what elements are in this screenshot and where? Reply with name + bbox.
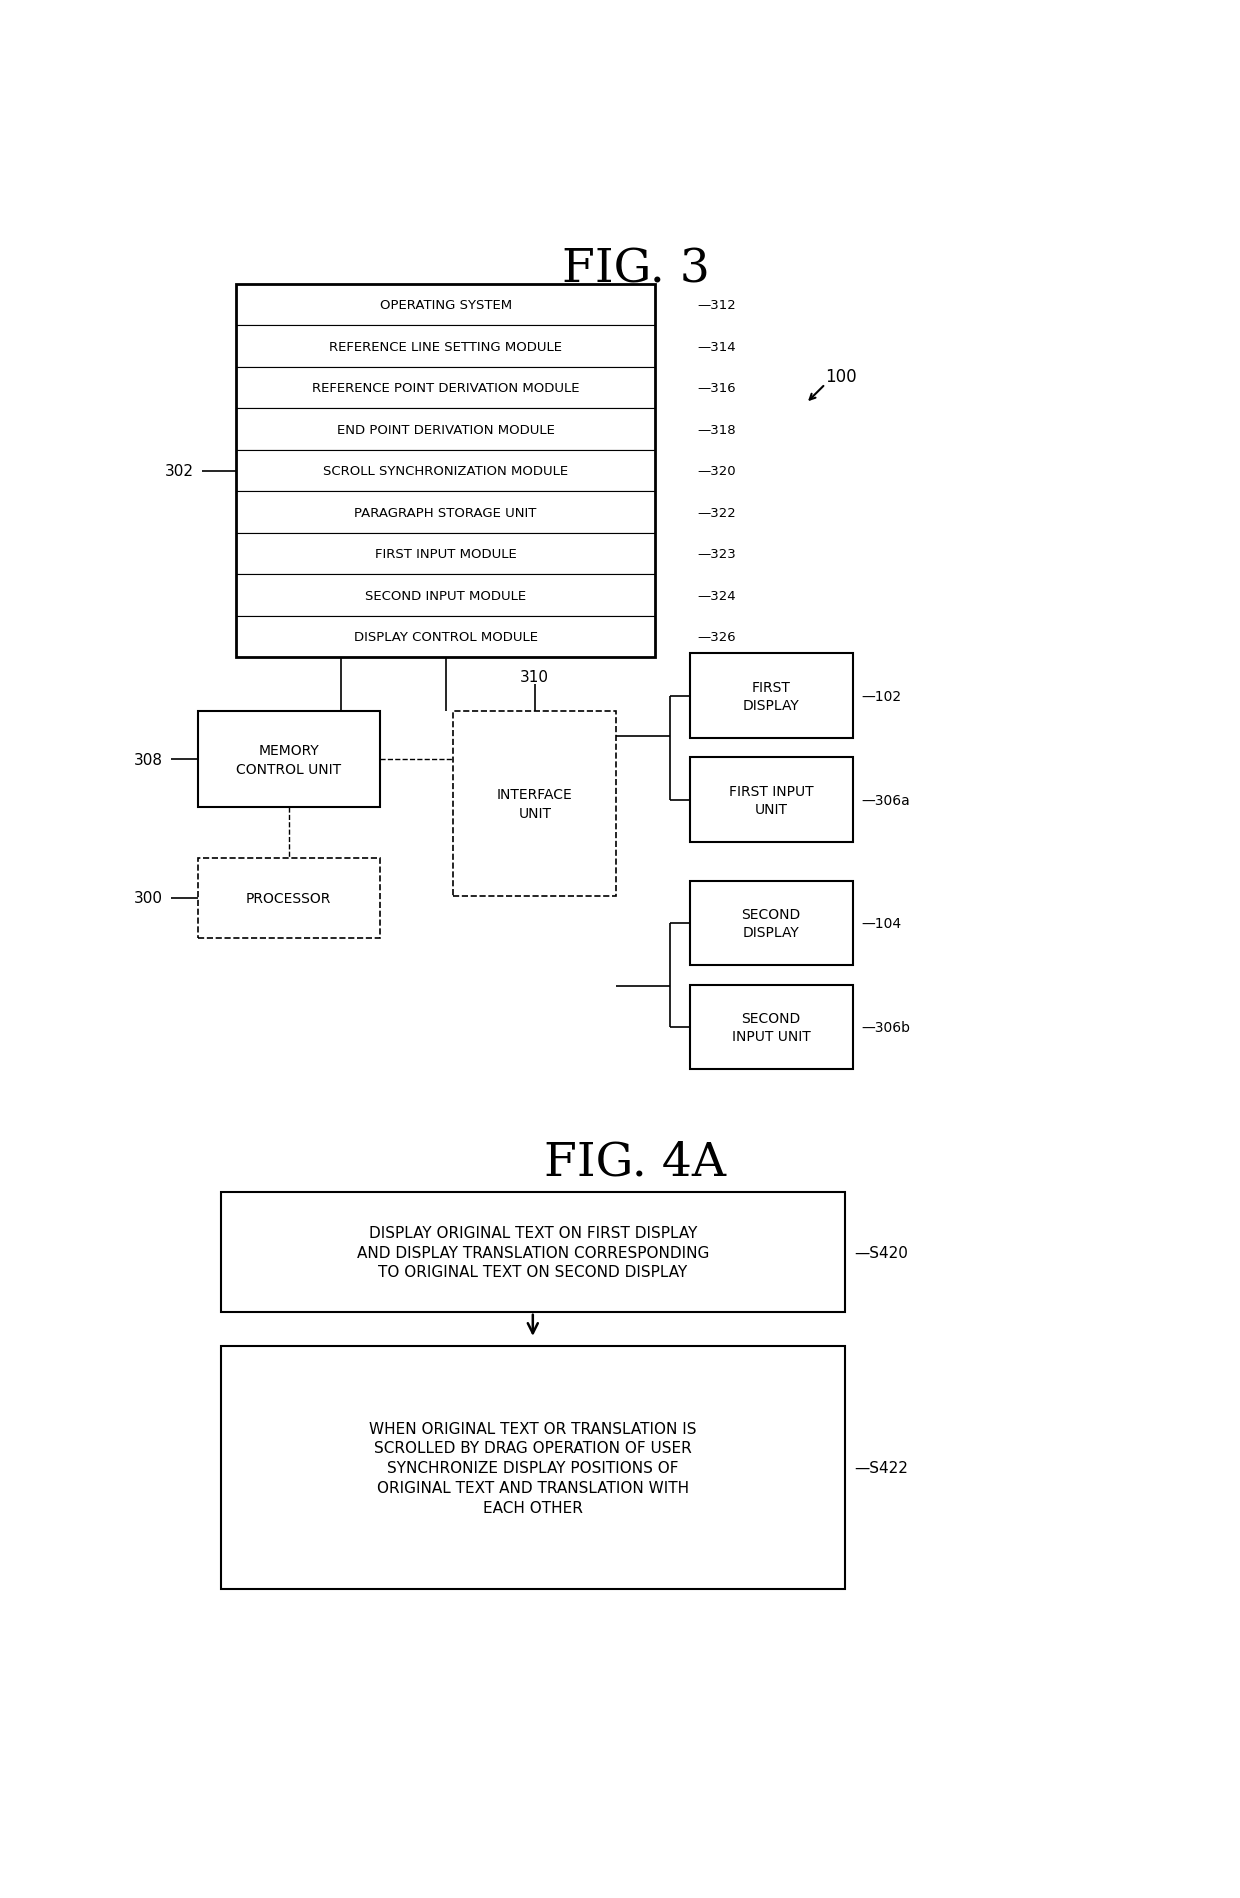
Bar [237,285,655,326]
Bar [237,368,655,410]
Text: —316: —316 [697,381,737,395]
Bar [237,617,655,659]
Text: —306a: —306a [862,793,910,807]
Text: OPERATING SYSTEM: OPERATING SYSTEM [379,300,512,311]
Bar [237,285,655,659]
Bar [197,858,379,940]
Text: PROCESSOR: PROCESSOR [246,892,331,905]
Text: SECOND
INPUT UNIT: SECOND INPUT UNIT [732,1012,811,1044]
Bar [689,757,853,843]
Text: 300: 300 [134,890,162,905]
Text: FIG. 3: FIG. 3 [562,247,709,292]
Text: —320: —320 [697,465,737,478]
Text: REFERENCE POINT DERIVATION MODULE: REFERENCE POINT DERIVATION MODULE [312,381,579,395]
Bar [237,533,655,575]
Text: DISPLAY CONTROL MODULE: DISPLAY CONTROL MODULE [353,630,538,643]
Text: FIRST
DISPLAY: FIRST DISPLAY [743,679,800,712]
Bar [454,712,616,896]
Text: —104: —104 [862,917,901,930]
Text: —S422: —S422 [854,1460,908,1475]
Text: FIRST INPUT
UNIT: FIRST INPUT UNIT [729,784,813,816]
Text: SECOND INPUT MODULE: SECOND INPUT MODULE [365,588,526,602]
Text: 308: 308 [134,752,162,767]
Text: —326: —326 [697,630,737,643]
Text: —S420: —S420 [854,1245,908,1260]
Text: —102: —102 [862,689,901,704]
Bar [689,985,853,1070]
Text: —318: —318 [697,423,737,437]
Text: 100: 100 [826,368,857,385]
Bar [221,1348,844,1589]
Text: WHEN ORIGINAL TEXT OR TRANSLATION IS
SCROLLED BY DRAG OPERATION OF USER
SYNCHRON: WHEN ORIGINAL TEXT OR TRANSLATION IS SCR… [370,1422,697,1515]
Bar [237,326,655,368]
Text: 302: 302 [165,463,193,478]
Bar [221,1192,844,1312]
Bar [237,575,655,617]
Text: FIG. 4A: FIG. 4A [544,1139,727,1184]
Text: 310: 310 [521,670,549,685]
Text: —324: —324 [697,588,737,602]
Text: SCROLL SYNCHRONIZATION MODULE: SCROLL SYNCHRONIZATION MODULE [324,465,568,478]
Bar [237,450,655,492]
Text: —306b: —306b [862,1021,911,1034]
Text: —312: —312 [697,300,737,311]
Text: REFERENCE LINE SETTING MODULE: REFERENCE LINE SETTING MODULE [329,340,562,353]
Text: —314: —314 [697,340,737,353]
Text: MEMORY
CONTROL UNIT: MEMORY CONTROL UNIT [236,744,341,776]
Bar [237,492,655,533]
Text: DISPLAY ORIGINAL TEXT ON FIRST DISPLAY
AND DISPLAY TRANSLATION CORRESPONDING
TO : DISPLAY ORIGINAL TEXT ON FIRST DISPLAY A… [357,1226,709,1279]
Text: —323: —323 [697,549,737,560]
Text: FIRST INPUT MODULE: FIRST INPUT MODULE [374,549,517,560]
Text: SECOND
DISPLAY: SECOND DISPLAY [742,907,801,940]
Bar [689,881,853,966]
Bar [689,655,853,738]
Text: END POINT DERIVATION MODULE: END POINT DERIVATION MODULE [337,423,554,437]
Text: PARAGRAPH STORAGE UNIT: PARAGRAPH STORAGE UNIT [355,507,537,520]
Bar [197,712,379,809]
Text: —322: —322 [697,507,737,520]
Text: INTERFACE
UNIT: INTERFACE UNIT [497,788,573,820]
Bar [237,410,655,450]
